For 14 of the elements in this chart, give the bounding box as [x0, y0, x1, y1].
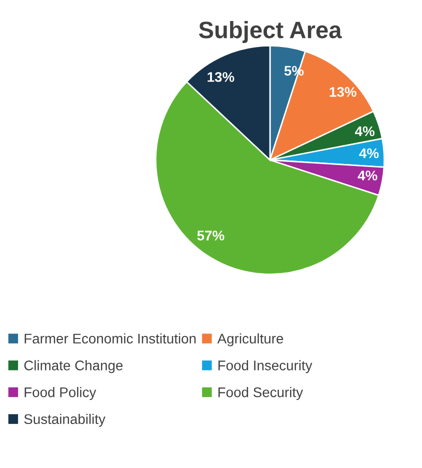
legend-label: Sustainability	[24, 414, 106, 427]
legend-label: Food Security	[218, 387, 303, 400]
data-label: 4%	[354, 126, 374, 136]
data-label: 4%	[358, 170, 378, 180]
data-label: 13%	[330, 87, 356, 97]
legend-label: Food Policy	[24, 387, 96, 400]
legend-label: Farmer Economic Institution	[24, 333, 196, 344]
legend-label: Climate Change	[24, 360, 123, 374]
data-label: 4%	[359, 148, 379, 158]
chart-title: Subject Area	[198, 20, 342, 44]
data-label: 13%	[208, 72, 234, 82]
data-label: 57%	[197, 230, 224, 240]
legend-label: Agriculture	[217, 333, 284, 346]
legend-label: Food Insecurity	[218, 360, 312, 374]
